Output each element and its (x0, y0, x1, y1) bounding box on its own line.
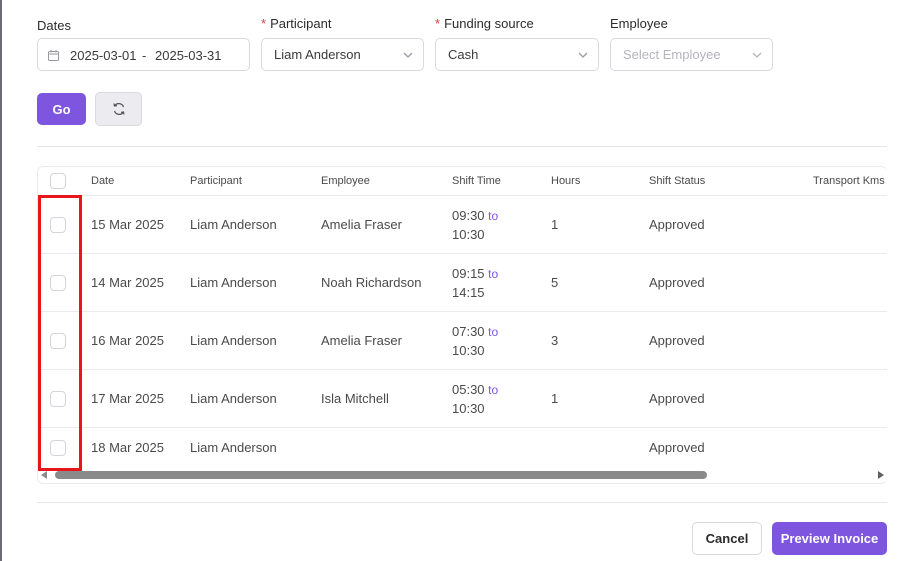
column-header-shift-status[interactable]: Shift Status (649, 175, 706, 187)
participant-value: Liam Anderson (274, 47, 361, 62)
participant-label: * Participant (261, 16, 332, 31)
scroll-right-arrow-icon[interactable] (878, 471, 884, 479)
funding-source-select[interactable]: Cash (435, 38, 599, 71)
window-edge (0, 0, 2, 561)
cell-shift-end: 14:15 (452, 285, 485, 300)
table-row[interactable]: 14 Mar 2025 Liam Anderson Noah Richardso… (38, 254, 887, 312)
column-header-participant[interactable]: Participant (190, 175, 242, 187)
cell-employee: Isla Mitchell (321, 391, 389, 406)
cell-shift-start: 05:30 to (452, 382, 499, 397)
column-header-hours[interactable]: Hours (551, 175, 581, 187)
cell-date: 16 Mar 2025 (91, 333, 164, 348)
cell-date: 15 Mar 2025 (91, 217, 164, 232)
cell-status: Approved (649, 275, 705, 290)
table-header: Date Participant Employee Shift Time Hou… (38, 167, 887, 196)
cancel-button[interactable]: Cancel (692, 522, 762, 555)
participant-select[interactable]: Liam Anderson (261, 38, 424, 71)
cell-participant: Liam Anderson (190, 440, 277, 455)
date-end-input[interactable]: 2025-03-31 (155, 48, 222, 63)
cell-status: Approved (649, 440, 705, 455)
table-row[interactable]: 16 Mar 2025 Liam Anderson Amelia Fraser … (38, 312, 887, 370)
divider (37, 502, 887, 503)
shift-to-text: to (488, 325, 499, 339)
cell-status: Approved (649, 391, 705, 406)
cell-date: 14 Mar 2025 (91, 275, 164, 290)
row-checkbox[interactable] (50, 333, 66, 349)
horizontal-scrollbar[interactable] (38, 467, 887, 483)
select-all-checkbox[interactable] (50, 173, 66, 189)
cell-date: 17 Mar 2025 (91, 391, 164, 406)
required-mark: * (261, 16, 267, 31)
cell-status: Approved (649, 333, 705, 348)
table-row[interactable]: 15 Mar 2025 Liam Anderson Amelia Fraser … (38, 196, 887, 254)
funding-source-value: Cash (448, 47, 479, 62)
row-checkbox[interactable] (50, 391, 66, 407)
cell-shift-end: 10:30 (452, 401, 485, 416)
funding-source-label: * Funding source (435, 16, 534, 31)
cell-employee: Amelia Fraser (321, 333, 402, 348)
cell-date: 18 Mar 2025 (91, 440, 164, 455)
required-mark: * (435, 16, 441, 31)
cell-participant: Liam Anderson (190, 217, 277, 232)
divider (37, 146, 887, 147)
cell-hours: 1 (551, 217, 559, 232)
shifts-table: Date Participant Employee Shift Time Hou… (37, 166, 887, 484)
cell-participant: Liam Anderson (190, 275, 277, 290)
table-row[interactable]: 18 Mar 2025 Liam Anderson Approved (38, 428, 887, 468)
date-start-input[interactable]: 2025-03-01 (70, 48, 137, 63)
row-checkbox[interactable] (50, 440, 66, 456)
cell-shift-end: 10:30 (452, 227, 485, 242)
preview-invoice-button[interactable]: Preview Invoice (772, 522, 887, 555)
date-separator: - (142, 48, 147, 63)
cell-shift-start: 07:30 to (452, 324, 499, 339)
employee-placeholder: Select Employee (623, 47, 721, 62)
cell-shift-start: 09:15 to (452, 266, 499, 281)
cell-shift-start: 09:30 to (452, 208, 499, 223)
column-header-transport-kms[interactable]: Transport Kms (813, 175, 885, 187)
employee-label: Employee (610, 16, 668, 31)
calendar-icon (48, 50, 59, 61)
scrollbar-thumb[interactable] (55, 471, 707, 479)
cell-participant: Liam Anderson (190, 391, 277, 406)
cell-participant: Liam Anderson (190, 333, 277, 348)
shift-to-text: to (488, 209, 499, 223)
chevron-down-icon (752, 52, 762, 58)
chevron-down-icon (403, 52, 413, 58)
shift-to-text: to (488, 267, 499, 281)
go-button[interactable]: Go (37, 93, 86, 125)
cell-employee: Noah Richardson (321, 275, 422, 290)
cell-employee: Amelia Fraser (321, 217, 402, 232)
refresh-button[interactable] (95, 92, 142, 126)
dates-label: Dates (37, 18, 71, 33)
scroll-left-arrow-icon[interactable] (41, 471, 47, 479)
employee-select[interactable]: Select Employee (610, 38, 773, 71)
date-range-picker[interactable]: 2025-03-01 - 2025-03-31 (37, 38, 250, 71)
cell-status: Approved (649, 217, 705, 232)
table-row[interactable]: 17 Mar 2025 Liam Anderson Isla Mitchell … (38, 370, 887, 428)
chevron-down-icon (578, 52, 588, 58)
refresh-icon (112, 103, 125, 115)
checkbox-column-highlight (38, 195, 82, 471)
cell-hours: 1 (551, 391, 559, 406)
cell-shift-end: 10:30 (452, 343, 485, 358)
cell-hours: 3 (551, 333, 559, 348)
column-header-shift-time[interactable]: Shift Time (452, 175, 501, 187)
row-checkbox[interactable] (50, 217, 66, 233)
column-header-date[interactable]: Date (91, 175, 115, 187)
shift-to-text: to (488, 383, 499, 397)
cell-hours: 5 (551, 275, 559, 290)
row-checkbox[interactable] (50, 275, 66, 291)
column-header-employee[interactable]: Employee (321, 175, 370, 187)
